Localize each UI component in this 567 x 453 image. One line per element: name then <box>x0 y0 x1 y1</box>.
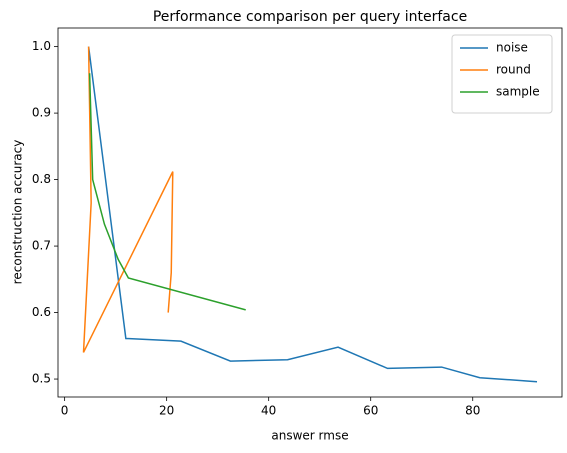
legend-label: sample <box>496 85 540 99</box>
x-tick-label: 20 <box>159 404 174 418</box>
plot-frame <box>57 27 563 398</box>
x-axis-label: answer rmse <box>271 429 348 443</box>
chart-title: Performance comparison per query interfa… <box>153 9 467 25</box>
series-line <box>87 46 538 383</box>
x-tick-label: 60 <box>363 404 378 418</box>
y-axis-label: reconstruction accuracy <box>11 140 25 285</box>
series-line <box>88 73 246 311</box>
legend-label: noise <box>496 41 528 55</box>
legend-label: round <box>496 63 531 77</box>
x-tick-label: 0 <box>61 404 69 418</box>
y-tick-label: 1.0 <box>32 39 51 53</box>
series-line <box>82 46 174 353</box>
y-tick-label: 0.6 <box>32 305 51 319</box>
y-tick-label: 0.7 <box>32 239 51 253</box>
legend-box <box>451 34 553 114</box>
y-tick-label: 0.5 <box>32 372 51 386</box>
y-tick-label: 0.9 <box>32 106 51 120</box>
x-tick-label: 80 <box>465 404 480 418</box>
x-tick-label: 40 <box>261 404 276 418</box>
y-tick-label: 0.8 <box>32 172 51 186</box>
